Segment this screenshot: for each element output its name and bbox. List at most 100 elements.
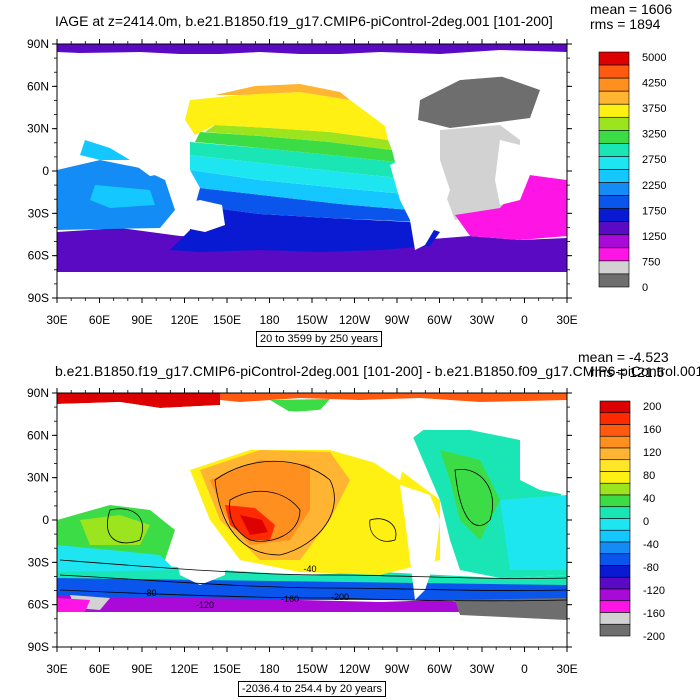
chart1-colorbar-swatch — [598, 143, 630, 157]
chart2-y-tick-label: 30N — [27, 471, 49, 485]
chart2-x-tick-label: 180 — [259, 662, 279, 676]
chart2-colorbar-swatch — [599, 494, 631, 508]
chart1-x-tick-label: 150E — [213, 313, 241, 327]
chart1-colorbar-swatch — [598, 208, 630, 223]
chart1-pacific-teal — [190, 142, 400, 178]
chart2-y-tick-label: 90S — [28, 640, 49, 654]
chart2-colorbar-swatch — [599, 518, 631, 531]
chart2-contour-label: -120 — [196, 600, 214, 610]
chart1-colorbar-swatch — [598, 247, 630, 262]
chart2-colorbar-label: 200 — [643, 401, 661, 413]
chart2-antarctic-magenta — [57, 598, 90, 612]
chart2-mean: mean = -4.523 — [578, 349, 669, 365]
chart1-colorbar-swatch — [598, 234, 630, 249]
chart1-land — [57, 54, 567, 298]
chart1-x-tick-label: 90W — [385, 313, 410, 327]
chart2-colorbar-swatch — [599, 424, 631, 437]
chart1-x-tick-label: 30E — [46, 313, 67, 327]
chart1-y-tick-label: 90N — [27, 37, 49, 51]
chart2-x-tick-label: 150W — [296, 662, 328, 676]
chart1-x-tick-label: 60E — [89, 313, 110, 327]
chart2-colorbar-swatch — [599, 412, 631, 425]
chart1-map — [57, 44, 567, 298]
chart1-colorbar-label: 2750 — [642, 154, 666, 166]
chart1-x-tick-label: 120E — [170, 313, 198, 327]
chart2-contour-label: -160 — [281, 594, 299, 604]
chart1-x-tick-label: 60W — [427, 313, 452, 327]
chart2-colorbar-swatch — [599, 447, 631, 461]
chart1-colorbar-swatch — [598, 116, 630, 131]
chart2-colorbar-label: 160 — [643, 424, 661, 436]
chart2-colorbar-swatch — [599, 529, 631, 543]
chart2-colorbar-swatch — [599, 471, 631, 484]
chart2-arctic-band — [57, 393, 220, 408]
chart2-colorbar-label: 40 — [643, 493, 655, 505]
chart2-x-tick-label: 30W — [470, 662, 495, 676]
chart1-atlantic-magenta — [455, 175, 567, 240]
chart2-indian-yellowgreen — [80, 515, 150, 545]
chart1-pacific-green — [195, 132, 395, 162]
chart1-colorbar-swatch — [598, 103, 630, 118]
chart1-pacific-aqua — [190, 155, 405, 194]
chart2-y-tick-label: 60N — [27, 428, 49, 442]
chart2-title: b.e21.B1850.f19_g17.CMIP6-piControl-2deg… — [55, 363, 700, 379]
chart2-colorbar-label: -40 — [643, 539, 659, 551]
chart1-colorbar-label: 3250 — [642, 129, 666, 141]
chart2-contour-label: -200 — [331, 592, 349, 602]
chart1-colorbar-swatch — [598, 182, 630, 196]
chart2-colorbar-label: -160 — [643, 608, 665, 620]
chart1-x-tick-label: 120W — [339, 313, 371, 327]
chart1-colorbar-swatch — [598, 169, 630, 183]
chart1-title: IAGE at z=2414.0m, b.e21.B1850.f19_g17.C… — [55, 13, 553, 29]
chart1-colorbar-label: 2250 — [642, 180, 666, 192]
chart2-indian-cyan — [57, 545, 175, 572]
chart2-colorbar-swatch — [599, 588, 631, 602]
chart1-colorbar-swatch — [598, 130, 630, 144]
chart2-map — [57, 393, 567, 647]
chart1-colorbar-label: 1750 — [642, 205, 666, 217]
chart2-colorbar-label: 0 — [643, 516, 649, 528]
chart1-colorbar-swatch — [598, 260, 630, 275]
chart1-colorbar-label: 5000 — [642, 52, 666, 64]
chart2-colorbar-swatch — [599, 541, 631, 555]
chart1-y-tick-label: 60S — [28, 249, 49, 263]
chart2-southern-purple — [57, 595, 567, 612]
chart2-x-tick-label: 30E — [46, 662, 67, 676]
chart1-pacific-yellow — [185, 92, 388, 140]
chart1-colorbar-swatch — [598, 273, 630, 288]
chart2-x-tick-label: 90E — [131, 662, 152, 676]
chart2-contour-label: -40 — [303, 564, 316, 574]
chart1-blue-band-2 — [195, 188, 420, 222]
chart2-colorbar-swatch — [599, 553, 631, 566]
colorbar-layer: 5000 4250 3750 3250 2750 2250 1750 1250 750 0 200 1… — [598, 51, 666, 643]
chart1-pacific-yellowgreen — [205, 125, 392, 150]
chart2-colorbar-swatch — [599, 623, 631, 637]
chart1-colorbar-label: 0 — [642, 282, 648, 294]
chart1-x-tick-label: 90E — [131, 313, 152, 327]
chart2-contours — [59, 460, 567, 602]
chart2-colorbar-label: 80 — [643, 470, 655, 482]
chart2-colorbar-swatch — [599, 612, 631, 625]
axes-layer: 30E 60E 90E 120E 150E 180 150W 120W 90W 60W 30W 0 30… — [27, 37, 578, 676]
chart2-antarctic-grey — [455, 598, 567, 620]
chart1-colorbar-swatch — [598, 195, 630, 209]
chart2-colorbar-swatch — [599, 482, 631, 496]
chart1-colorbar-swatch — [598, 221, 630, 236]
chart2-colorbar-label: 120 — [643, 447, 661, 459]
chart1-y-tick-label: 90S — [28, 291, 49, 305]
chart2-colorbar-swatch — [599, 506, 631, 519]
chart1-pacific-cyan — [190, 170, 410, 210]
chart2-colorbar-label: -200 — [643, 631, 665, 643]
chart2-range-box: -2036.4 to 254.4 by 20 years — [238, 681, 387, 697]
chart2-colorbar-label: -120 — [643, 585, 665, 597]
chart2-arctic-green — [270, 399, 330, 412]
chart2-y-tick-label: 30S — [28, 555, 49, 569]
chart1-colorbar-swatch — [598, 77, 630, 92]
chart1-colorbar-label: 3750 — [642, 103, 666, 115]
chart2-x-tick-label: 0 — [521, 662, 528, 676]
chart1-x-tick-label: 150W — [296, 313, 328, 327]
chart1-x-tick-label: 30E — [556, 313, 577, 327]
chart2-y-tick-label: 60S — [28, 598, 49, 612]
chart2-x-tick-label: 60W — [427, 662, 452, 676]
